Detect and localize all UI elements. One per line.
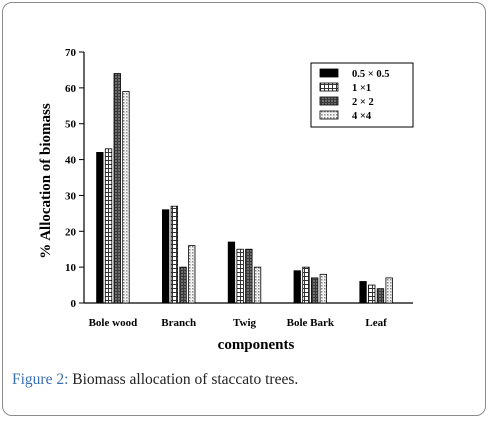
figure-label: Figure 2: (12, 371, 69, 388)
bar (96, 151, 104, 304)
bar (161, 209, 170, 304)
bar (113, 73, 121, 304)
bar (104, 148, 113, 304)
bar (319, 273, 328, 304)
y-axis-title: % Allocation of biomass (38, 103, 54, 259)
legend-swatch (319, 96, 339, 106)
x-tick-label: Bole wood (89, 317, 138, 329)
y-tick-label: 70 (65, 47, 77, 59)
bar (188, 245, 196, 304)
bar (293, 270, 301, 304)
bar (310, 277, 319, 304)
y-tick-label: 0 (71, 298, 77, 310)
figure-caption: Figure 2: Biomass allocation of staccato… (12, 371, 482, 389)
bar (170, 205, 179, 304)
legend-swatch (319, 82, 339, 92)
bar (227, 241, 236, 304)
y-tick-label: 10 (65, 262, 77, 274)
x-tick-label: Branch (161, 317, 196, 329)
bar (236, 248, 244, 304)
y-tick-label: 60 (65, 83, 77, 95)
y-tick-label: 20 (65, 226, 77, 238)
caption-text: Biomass allocation of staccato trees. (68, 371, 299, 388)
x-tick-label: Bole Bark (287, 317, 335, 329)
bar (302, 266, 310, 304)
y-tick-label: 40 (65, 155, 77, 167)
x-axis-title: components (218, 337, 295, 353)
bar (368, 284, 376, 304)
bar (253, 266, 262, 304)
bar (122, 91, 130, 304)
x-tick-label: Twig (233, 317, 257, 329)
legend: 0.5 × 0.5 1 ×1 2 × 2 4 ×4 (310, 62, 414, 128)
legend-swatch (319, 68, 339, 78)
legend-label: 2 × 2 (352, 97, 374, 108)
legend-label: 0.5 × 0.5 (352, 69, 389, 80)
legend-label: 4 ×4 (352, 111, 372, 122)
bar (179, 266, 187, 304)
y-tick-label: 30 (65, 190, 77, 202)
bar (385, 277, 393, 304)
bar-chart: % Allocation of biomass components 0 10 20… (38, 47, 414, 353)
bar (359, 281, 367, 304)
y-tick-label: 50 (65, 119, 77, 131)
legend-swatch (319, 110, 339, 120)
bar (245, 248, 253, 304)
bar (376, 288, 385, 304)
legend-label: 1 ×1 (352, 83, 371, 94)
x-tick-label: Leaf (365, 317, 387, 329)
